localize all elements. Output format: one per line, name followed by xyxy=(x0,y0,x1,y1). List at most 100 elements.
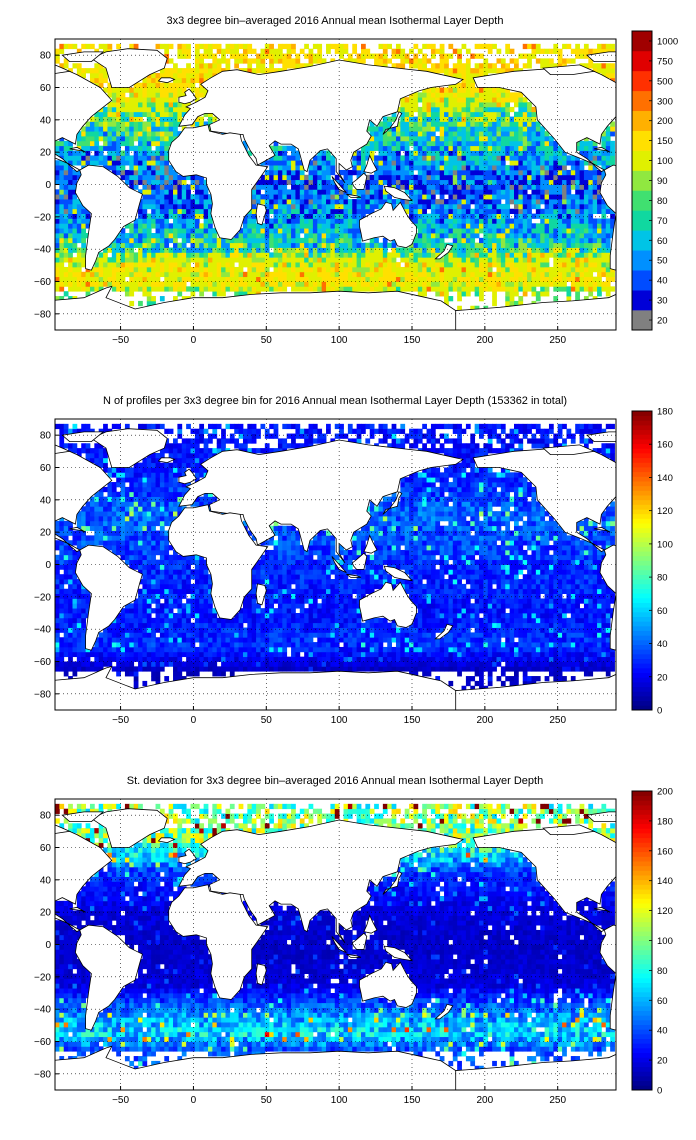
bin-cell xyxy=(81,208,86,214)
bin-cell xyxy=(562,237,567,244)
bin-cell xyxy=(326,150,331,156)
bin-cell xyxy=(234,291,239,297)
bin-cell xyxy=(321,165,327,171)
bin-cell xyxy=(404,266,410,273)
bin-cell xyxy=(242,286,248,292)
bin-cell xyxy=(492,184,497,190)
bin-cell xyxy=(444,213,449,219)
bin-cell xyxy=(461,257,467,263)
bin-cell xyxy=(514,126,519,132)
bin-cell xyxy=(562,174,567,181)
bin-cell xyxy=(487,223,493,229)
bin-cell xyxy=(439,68,445,74)
bin-cell xyxy=(190,203,196,210)
bin-cell xyxy=(417,266,423,273)
bin-cell xyxy=(291,286,296,292)
bin-cell xyxy=(146,136,152,142)
bin-cell xyxy=(409,184,414,190)
bin-cell xyxy=(479,87,484,93)
bin-cell xyxy=(146,72,152,79)
bin-cell xyxy=(413,116,419,122)
bin-cell xyxy=(592,68,598,74)
bin-cell xyxy=(264,203,270,210)
bin-cell xyxy=(68,174,73,181)
bin-cell xyxy=(85,286,91,292)
bin-cell xyxy=(76,545,82,551)
bin-cell xyxy=(295,286,301,292)
bin-cell xyxy=(142,97,148,103)
bin-cell xyxy=(295,179,301,185)
bin-cell xyxy=(448,179,454,185)
bin-cell xyxy=(553,228,559,234)
bin-cell xyxy=(68,588,73,594)
bin-cell xyxy=(505,194,511,200)
bin-cell xyxy=(435,199,441,205)
bin-cell xyxy=(557,160,563,166)
bin-cell xyxy=(68,150,73,156)
bin-cell xyxy=(474,291,480,297)
bin-cell xyxy=(422,126,427,132)
bin-cell xyxy=(500,203,506,210)
bin-cell xyxy=(299,218,305,224)
bin-cell xyxy=(496,145,502,151)
bin-cell xyxy=(500,165,506,171)
bin-cell xyxy=(409,174,414,181)
bin-cell xyxy=(444,233,449,239)
bin-cell xyxy=(146,296,152,302)
bin-cell xyxy=(387,140,392,147)
bin-cell xyxy=(111,472,117,478)
bin-cell xyxy=(181,276,187,282)
bin-cell xyxy=(347,179,353,185)
bin-cell xyxy=(461,160,467,166)
bin-cell xyxy=(483,102,489,108)
bin-cell xyxy=(120,233,126,239)
bin-cell xyxy=(487,145,493,151)
bin-cell xyxy=(72,218,78,224)
bin-cell xyxy=(89,646,95,653)
bin-cell xyxy=(81,140,86,147)
bin-cell xyxy=(439,43,445,50)
bin-cell xyxy=(194,63,200,69)
bin-cell xyxy=(181,48,187,54)
bin-cell xyxy=(426,126,432,132)
bin-cell xyxy=(242,233,248,239)
colorbar-swatch xyxy=(632,210,652,231)
bin-cell xyxy=(422,199,427,205)
bin-cell xyxy=(116,511,121,517)
bin-cell xyxy=(583,174,589,181)
bin-cell xyxy=(588,145,594,151)
bin-cell xyxy=(120,140,126,147)
bin-cell xyxy=(94,145,100,151)
bin-cell xyxy=(404,286,410,292)
bin-cell xyxy=(430,145,436,151)
bin-cell xyxy=(505,223,511,229)
bin-cell xyxy=(142,131,148,137)
bin-cell xyxy=(413,252,419,258)
bin-cell xyxy=(208,116,213,122)
bin-cell xyxy=(470,228,476,234)
bin-cell xyxy=(430,228,436,234)
bin-cell xyxy=(295,271,301,278)
bin-cell xyxy=(583,266,589,273)
bin-cell xyxy=(334,208,340,214)
bin-cell xyxy=(168,116,174,122)
bin-cell xyxy=(85,160,91,166)
bin-cell xyxy=(518,218,524,224)
bin-cell xyxy=(444,208,449,214)
bin-cell xyxy=(308,247,314,253)
bin-cell xyxy=(465,136,471,142)
bin-cell xyxy=(312,199,318,205)
bin-cell xyxy=(72,213,78,219)
bin-cell xyxy=(439,102,445,108)
bin-cell xyxy=(535,203,541,210)
bin-cell xyxy=(575,218,580,224)
bin-cell xyxy=(479,111,484,117)
bin-cell xyxy=(55,242,60,248)
bin-cell xyxy=(531,203,537,210)
bin-cell xyxy=(181,257,187,263)
bin-cell xyxy=(111,632,117,638)
bin-cell xyxy=(326,262,331,268)
bin-cell xyxy=(395,262,401,268)
bin-cell xyxy=(452,276,458,282)
bin-cell xyxy=(382,165,388,171)
